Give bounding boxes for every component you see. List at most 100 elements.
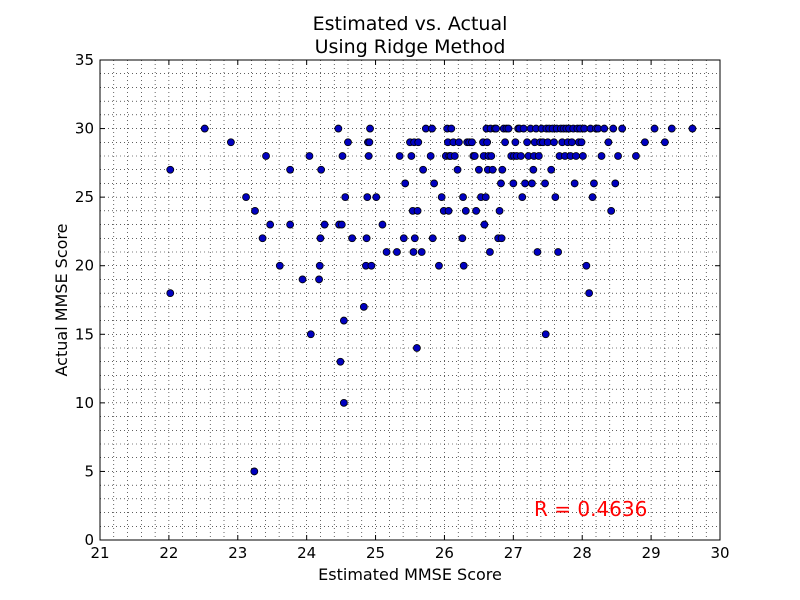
data-point xyxy=(336,357,345,366)
data-point xyxy=(414,138,423,147)
data-point xyxy=(480,220,489,229)
data-point xyxy=(461,206,470,215)
data-point xyxy=(641,138,649,147)
data-point xyxy=(447,124,456,133)
data-point xyxy=(529,165,538,174)
y-tick-label: 20 xyxy=(75,257,94,275)
data-point xyxy=(428,234,437,243)
data-points xyxy=(166,124,697,476)
data-point xyxy=(472,206,481,215)
data-point xyxy=(359,302,368,311)
data-point xyxy=(667,124,676,133)
data-point xyxy=(492,124,501,133)
data-point xyxy=(393,248,401,256)
data-point xyxy=(306,330,315,339)
data-point xyxy=(453,165,462,174)
data-point xyxy=(409,248,418,256)
data-point xyxy=(275,261,284,270)
data-point xyxy=(488,165,497,174)
data-point xyxy=(528,179,536,188)
data-point xyxy=(250,467,259,476)
data-point xyxy=(444,206,453,215)
x-tick-label: 24 xyxy=(297,544,316,562)
data-point xyxy=(455,138,463,147)
x-tick-label: 25 xyxy=(366,544,385,562)
data-point xyxy=(367,261,376,270)
data-point xyxy=(618,124,627,133)
data-point xyxy=(316,234,325,243)
data-point xyxy=(470,152,479,160)
data-point xyxy=(533,248,542,256)
data-point xyxy=(339,316,348,325)
data-point xyxy=(572,152,580,160)
grid-lines xyxy=(99,59,721,541)
data-point xyxy=(413,206,422,215)
data-point xyxy=(410,234,419,243)
chart-title-line1: Estimated vs. Actual xyxy=(313,13,508,35)
data-point xyxy=(614,152,622,160)
x-axis-label: Estimated MMSE Score xyxy=(318,565,502,584)
data-point xyxy=(509,179,518,188)
data-point xyxy=(458,234,467,243)
x-tick-label: 30 xyxy=(710,544,729,562)
data-point xyxy=(430,179,439,188)
y-tick-label: 10 xyxy=(75,394,94,412)
data-point xyxy=(166,289,175,298)
y-tick-label: 0 xyxy=(84,531,94,549)
data-point xyxy=(547,165,556,174)
data-point xyxy=(382,248,391,256)
data-point xyxy=(362,234,371,243)
data-point xyxy=(364,152,373,160)
data-point xyxy=(660,138,669,147)
data-point xyxy=(412,344,421,352)
data-point xyxy=(344,138,352,147)
data-point xyxy=(435,261,443,270)
data-point xyxy=(607,206,616,215)
x-tick-labels: 21 22 23 24 25 26 27 28 29 30 xyxy=(90,544,729,562)
x-tick-label: 23 xyxy=(228,544,247,562)
x-tick-label: 28 xyxy=(573,544,592,562)
y-tick-label: 35 xyxy=(75,51,94,69)
data-point xyxy=(363,193,372,202)
data-point xyxy=(334,124,343,133)
data-point xyxy=(407,152,416,160)
data-point xyxy=(501,138,509,147)
data-point xyxy=(378,220,387,229)
data-point xyxy=(541,330,550,339)
data-point xyxy=(258,234,267,243)
data-point xyxy=(497,179,505,188)
data-point xyxy=(498,165,507,174)
data-point xyxy=(483,138,492,147)
x-tick-label: 27 xyxy=(504,544,523,562)
data-point xyxy=(341,193,350,202)
data-point xyxy=(286,220,295,229)
data-point xyxy=(339,398,348,407)
data-point xyxy=(521,179,529,188)
data-point xyxy=(517,152,525,160)
data-point xyxy=(604,138,613,147)
data-point xyxy=(366,124,374,133)
data-point xyxy=(320,220,329,229)
data-point xyxy=(266,220,275,229)
data-point xyxy=(600,124,609,133)
plot-area-frame xyxy=(99,59,721,541)
y-tick-label: 15 xyxy=(75,325,94,343)
data-point xyxy=(226,138,235,147)
data-point xyxy=(419,165,427,174)
data-point xyxy=(305,152,314,160)
data-point xyxy=(365,138,374,147)
y-tick-label: 30 xyxy=(75,120,94,138)
data-point xyxy=(166,165,175,174)
data-point xyxy=(338,152,347,160)
data-point xyxy=(486,248,494,256)
data-point xyxy=(577,138,586,147)
data-point xyxy=(251,206,259,215)
x-tick-label: 29 xyxy=(642,544,661,562)
data-point xyxy=(401,179,410,188)
data-point xyxy=(582,261,591,270)
data-point xyxy=(200,124,209,133)
data-point xyxy=(585,289,594,298)
data-point xyxy=(609,124,618,133)
data-point xyxy=(481,193,490,202)
